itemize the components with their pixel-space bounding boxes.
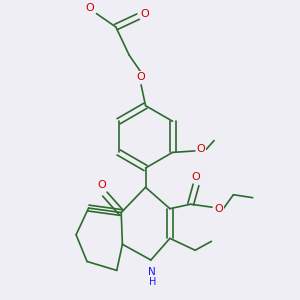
Text: O: O: [140, 9, 149, 19]
Text: O: O: [214, 204, 223, 214]
Text: O: O: [98, 180, 106, 190]
Text: O: O: [86, 3, 94, 13]
Text: O: O: [192, 172, 200, 182]
Text: O: O: [137, 72, 146, 82]
Text: O: O: [196, 144, 205, 154]
Text: N: N: [148, 268, 156, 278]
Text: H: H: [149, 277, 156, 287]
